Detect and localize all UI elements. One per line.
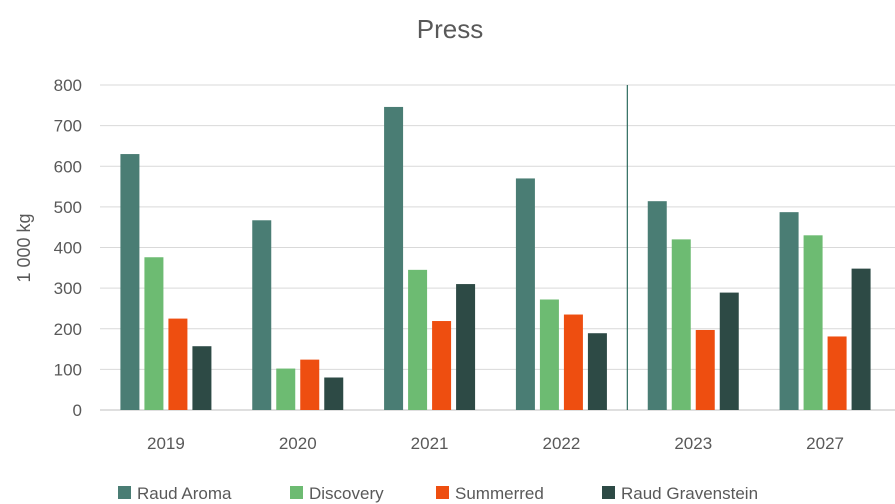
legend: Raud Aroma Discovery Summerred Raud Gravens…: [118, 484, 758, 503]
bar-summerred-2020: [300, 359, 320, 410]
x-tick-label: 2019: [147, 434, 185, 453]
x-tick-label: 2022: [543, 434, 581, 453]
y-tick-label: 700: [54, 117, 82, 136]
legend-swatch: [602, 486, 615, 499]
bar-raud-aroma-2020: [252, 220, 272, 410]
bar-summerred-2022: [563, 314, 583, 410]
bar-discovery-2021: [408, 269, 428, 410]
bar-raud-aroma-2019: [120, 154, 140, 410]
legend-swatch: [290, 486, 303, 499]
bar-raud-aroma-2022: [515, 178, 535, 410]
bar-raud-gravenstein-2019: [192, 346, 212, 410]
bar-summerred-2027: [827, 336, 847, 410]
x-tick-label: 2023: [674, 434, 712, 453]
bar-raud-aroma-2023: [647, 201, 667, 410]
bar-raud-aroma-2027: [779, 212, 799, 410]
x-tick-label: 2027: [806, 434, 844, 453]
bar-summerred-2023: [695, 329, 715, 410]
legend-swatch: [436, 486, 449, 499]
bar-raud-gravenstein-2023: [719, 292, 739, 410]
bar-summerred-2021: [432, 321, 452, 410]
y-tick-label: 500: [54, 198, 82, 217]
bar-summerred-2019: [168, 318, 188, 410]
x-tick-label: 2021: [411, 434, 449, 453]
bars: [120, 106, 871, 410]
legend-label: Discovery: [309, 484, 384, 503]
bar-discovery-2020: [276, 368, 296, 410]
y-tick-label: 400: [54, 239, 82, 258]
bar-discovery-2023: [671, 239, 691, 410]
bar-discovery-2019: [144, 257, 164, 410]
legend-label: Raud Aroma: [137, 484, 232, 503]
y-axis-label: 1 000 kg: [14, 213, 34, 282]
y-tick-label: 100: [54, 360, 82, 379]
y-tick-labels: 0 100 200 300 400 500 600 700 800: [54, 76, 82, 420]
y-tick-label: 300: [54, 279, 82, 298]
y-tick-label: 200: [54, 320, 82, 339]
bar-discovery-2027: [803, 235, 823, 410]
y-tick-label: 800: [54, 76, 82, 95]
bar-discovery-2022: [539, 299, 559, 410]
bar-raud-gravenstein-2022: [587, 333, 607, 410]
legend-label: Raud Gravenstein: [621, 484, 758, 503]
gridlines: [100, 84, 895, 411]
legend-swatch: [118, 486, 131, 499]
bar-raud-gravenstein-2027: [851, 268, 871, 410]
bar-raud-aroma-2021: [384, 106, 404, 410]
x-tick-label: 2020: [279, 434, 317, 453]
y-tick-label: 600: [54, 157, 82, 176]
legend-label: Summerred: [455, 484, 544, 503]
chart-title: Press: [417, 14, 483, 44]
y-tick-label: 0: [73, 401, 82, 420]
bar-raud-gravenstein-2021: [456, 284, 476, 410]
bar-raud-gravenstein-2020: [324, 377, 344, 410]
x-tick-labels: 2019 2020 2021 2022 2023 2027: [147, 434, 844, 453]
